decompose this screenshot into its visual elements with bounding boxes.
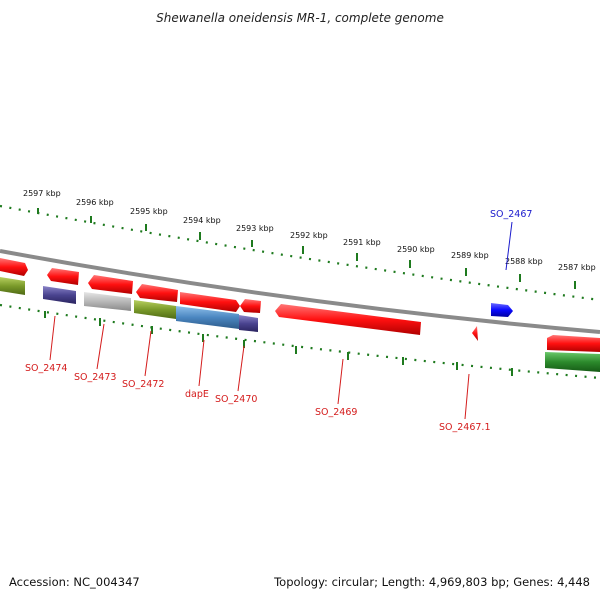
scale-label: 2593 kbp <box>236 224 274 233</box>
gene-label-leaders <box>49 221 513 420</box>
gene-label[interactable]: dapE <box>185 389 209 400</box>
gene-arrow[interactable] <box>547 335 600 352</box>
gene-block[interactable] <box>545 352 600 372</box>
scale-label: 2588 kbp <box>505 257 543 266</box>
scale-label: 2592 kbp <box>290 231 328 240</box>
gene-labels: SO_2474 SO_2473 SO_2472 dapE SO_2470 SO_… <box>25 209 532 433</box>
gene-block[interactable] <box>176 306 239 329</box>
scale-label: 2591 kbp <box>343 238 381 247</box>
gene-arrow[interactable] <box>472 326 478 341</box>
gene-features-lower <box>0 277 600 372</box>
gene-block[interactable] <box>43 286 76 304</box>
scale-label: 2596 kbp <box>76 198 114 207</box>
scale-labels: 2597 kbp 2596 kbp 2595 kbp 2594 kbp 2593… <box>23 189 596 272</box>
scale-label: 2594 kbp <box>183 216 221 225</box>
genome-backbone <box>0 249 600 334</box>
gene-features-upper <box>0 258 600 352</box>
gene-arrow[interactable] <box>88 275 133 294</box>
gene-label[interactable]: SO_2474 <box>25 363 67 374</box>
gene-arrow[interactable] <box>240 299 261 313</box>
gene-arrow[interactable] <box>0 258 28 276</box>
map-title: Shewanella oneidensis MR-1, complete gen… <box>156 11 444 25</box>
outer-scale-dots <box>0 204 600 302</box>
scale-label: 2587 kbp <box>558 263 596 272</box>
genome-summary-text: Topology: circular; Length: 4,969,803 bp… <box>273 575 590 589</box>
gene-label[interactable]: SO_2470 <box>215 394 257 405</box>
gene-arrow[interactable] <box>47 268 79 285</box>
gene-arrow[interactable] <box>491 303 513 317</box>
gene-block[interactable] <box>84 292 131 311</box>
gene-arrow[interactable] <box>180 292 240 312</box>
gene-block[interactable] <box>134 300 176 319</box>
scale-label: 2589 kbp <box>451 251 489 260</box>
scale-label: 2595 kbp <box>130 207 168 216</box>
accession-text: Accession: NC_004347 <box>9 575 140 589</box>
gene-block[interactable] <box>0 277 25 295</box>
outer-scale-major-ticks <box>37 208 576 289</box>
gene-arrow[interactable] <box>136 284 178 302</box>
scale-label: 2597 kbp <box>23 189 61 198</box>
gene-arrow[interactable] <box>275 304 421 335</box>
gene-block[interactable] <box>239 315 258 332</box>
gene-label[interactable]: SO_2472 <box>122 379 164 390</box>
gene-label[interactable]: SO_2467 <box>490 209 532 220</box>
gene-label[interactable]: SO_2473 <box>74 372 116 383</box>
gene-label[interactable]: SO_2469 <box>315 407 357 418</box>
scale-label: 2590 kbp <box>397 245 435 254</box>
inner-scale-major-ticks <box>44 311 513 376</box>
gene-label[interactable]: SO_2467.1 <box>439 422 491 433</box>
